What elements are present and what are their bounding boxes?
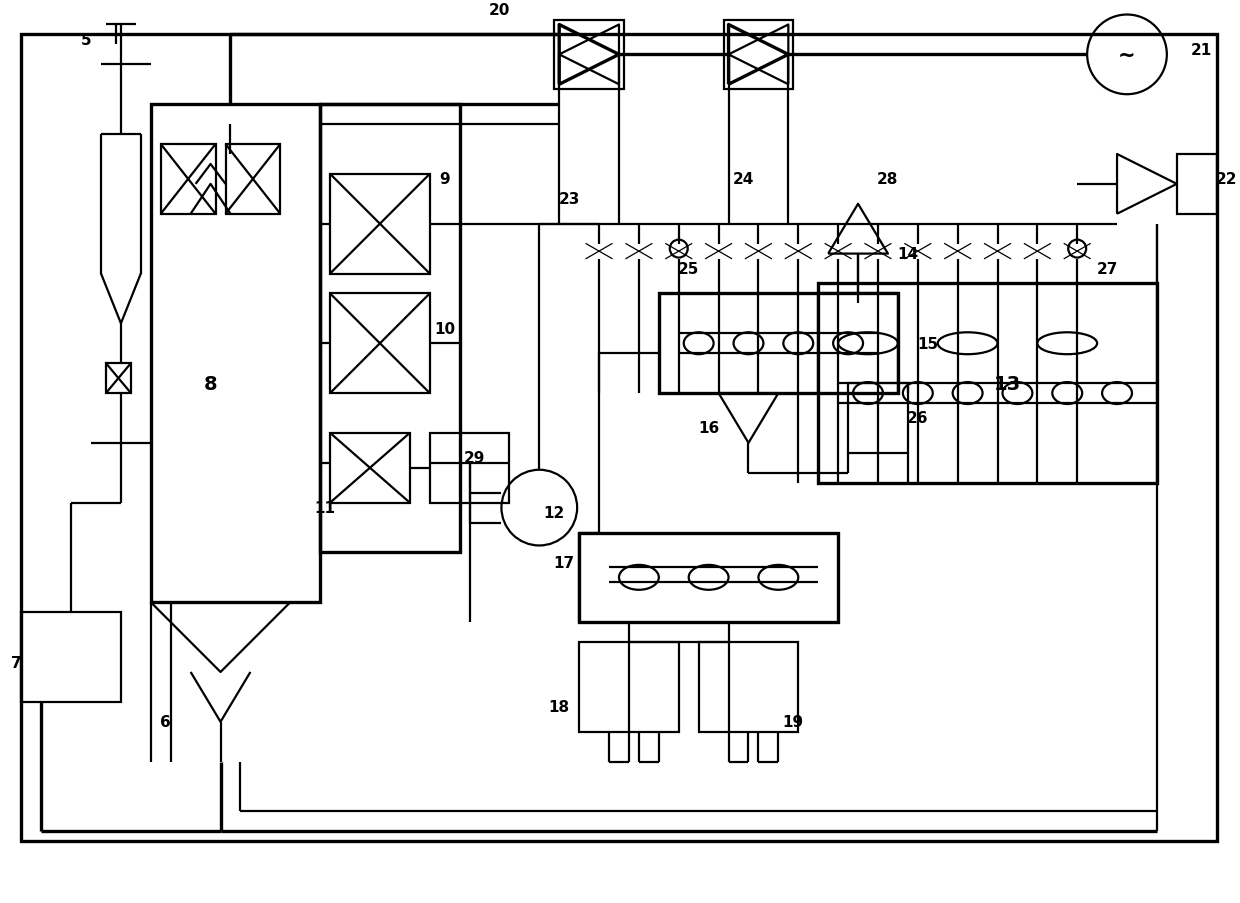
Text: 24: 24: [733, 172, 754, 187]
Text: 19: 19: [782, 714, 804, 730]
Text: 28: 28: [877, 172, 899, 187]
Bar: [430, 433, 510, 503]
Text: 27: 27: [1096, 262, 1117, 276]
Text: 7: 7: [11, 655, 21, 670]
Text: 10: 10: [434, 321, 455, 337]
Text: 12: 12: [543, 506, 565, 520]
Text: 9: 9: [439, 172, 450, 187]
Text: 29: 29: [464, 451, 485, 466]
Text: 13: 13: [994, 374, 1021, 393]
Text: 16: 16: [698, 421, 719, 436]
Text: 6: 6: [160, 714, 171, 730]
Bar: [579, 533, 838, 622]
Text: ~: ~: [1118, 45, 1136, 65]
Text: 15: 15: [918, 337, 939, 351]
Bar: [848, 384, 908, 453]
Text: 21: 21: [1192, 42, 1213, 58]
Bar: [724, 21, 794, 90]
Bar: [226, 144, 280, 215]
Text: 17: 17: [553, 555, 575, 571]
Bar: [698, 642, 799, 732]
Bar: [21, 612, 122, 702]
Bar: [579, 642, 678, 732]
Text: 11: 11: [315, 500, 336, 516]
Text: 18: 18: [548, 700, 569, 714]
Bar: [330, 294, 430, 394]
Bar: [330, 433, 409, 503]
Bar: [320, 105, 460, 553]
Text: 23: 23: [558, 192, 580, 207]
Bar: [818, 284, 1157, 483]
Text: 22: 22: [1216, 172, 1238, 187]
Text: 26: 26: [908, 411, 929, 426]
Bar: [105, 364, 131, 394]
Bar: [161, 144, 216, 215]
Bar: [151, 105, 320, 602]
Text: 25: 25: [678, 262, 699, 276]
Bar: [554, 21, 624, 90]
Bar: [658, 294, 898, 394]
Text: 8: 8: [203, 374, 217, 393]
Text: 20: 20: [489, 3, 510, 18]
Bar: [330, 174, 430, 275]
Text: 14: 14: [898, 247, 919, 262]
Bar: [1177, 154, 1216, 215]
Text: 5: 5: [81, 33, 92, 48]
